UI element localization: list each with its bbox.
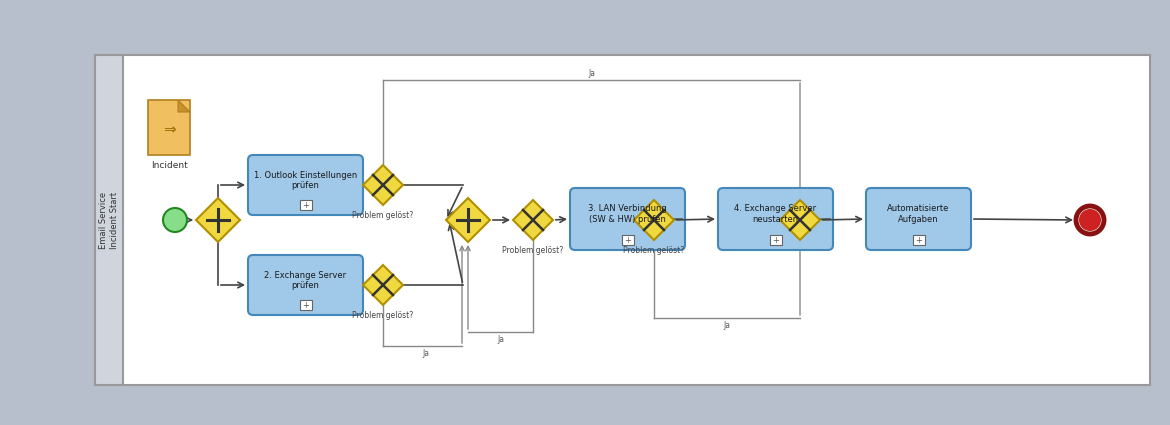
Polygon shape <box>780 200 820 240</box>
Text: +: + <box>624 235 631 244</box>
Text: Ja: Ja <box>723 321 730 331</box>
Polygon shape <box>634 200 674 240</box>
Bar <box>621 235 633 245</box>
FancyBboxPatch shape <box>718 188 833 250</box>
Text: Automatisierte
Aufgaben: Automatisierte Aufgaben <box>887 204 950 224</box>
Text: Incident: Incident <box>151 161 187 170</box>
Polygon shape <box>363 265 402 305</box>
Circle shape <box>163 208 187 232</box>
Text: Email Service
Incident Start: Email Service Incident Start <box>99 191 118 249</box>
Text: Problem gelöst?: Problem gelöst? <box>502 246 564 255</box>
FancyBboxPatch shape <box>248 255 363 315</box>
Text: Ja: Ja <box>589 68 596 77</box>
Bar <box>95 55 123 385</box>
Bar <box>95 55 1150 385</box>
Text: 1. Outlook Einstellungen
prüfen: 1. Outlook Einstellungen prüfen <box>254 170 357 190</box>
FancyBboxPatch shape <box>866 188 971 250</box>
Bar <box>770 235 782 245</box>
Bar <box>300 300 311 310</box>
Text: +: + <box>302 201 309 210</box>
FancyBboxPatch shape <box>570 188 684 250</box>
Polygon shape <box>178 100 190 112</box>
Text: Problem gelöst?: Problem gelöst? <box>352 311 414 320</box>
Polygon shape <box>512 200 553 240</box>
Polygon shape <box>446 198 490 242</box>
Text: 4. Exchange Server
neustarten: 4. Exchange Server neustarten <box>735 204 817 224</box>
Text: Problem gelöst?: Problem gelöst? <box>352 210 414 219</box>
Polygon shape <box>197 198 240 242</box>
Circle shape <box>1079 209 1101 231</box>
Text: Problem gelöst?: Problem gelöst? <box>624 246 684 255</box>
Text: +: + <box>915 235 922 244</box>
Text: Ja: Ja <box>497 335 504 345</box>
Text: ⇒: ⇒ <box>163 123 176 138</box>
Text: Ja: Ja <box>422 349 429 359</box>
FancyBboxPatch shape <box>248 155 363 215</box>
Bar <box>300 200 311 210</box>
Text: +: + <box>302 300 309 309</box>
Polygon shape <box>363 165 402 205</box>
Bar <box>913 235 924 245</box>
Text: 3. LAN Verbindung
(SW & HW) prüfen: 3. LAN Verbindung (SW & HW) prüfen <box>589 204 667 224</box>
Bar <box>147 100 190 155</box>
Text: +: + <box>772 235 779 244</box>
Text: 2. Exchange Server
prüfen: 2. Exchange Server prüfen <box>264 270 346 290</box>
